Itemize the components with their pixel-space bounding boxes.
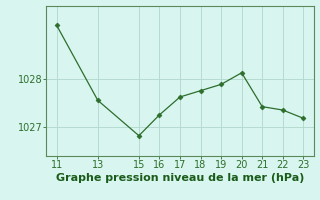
X-axis label: Graphe pression niveau de la mer (hPa): Graphe pression niveau de la mer (hPa) [56, 173, 304, 183]
